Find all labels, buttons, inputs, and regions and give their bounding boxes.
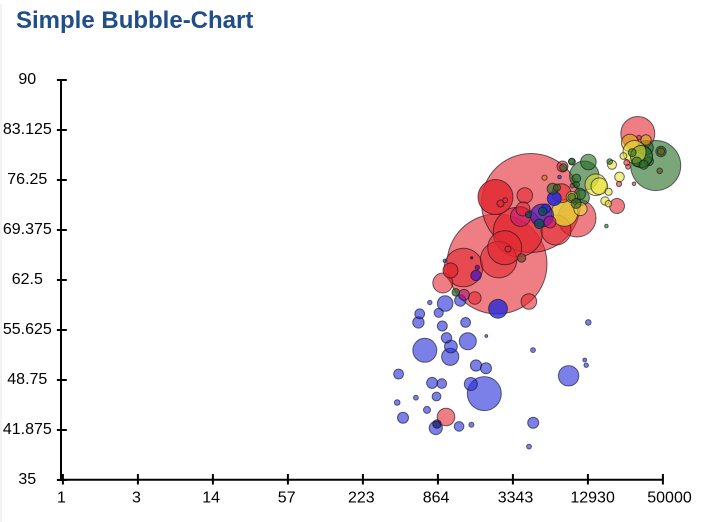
svg-text:69.375: 69.375 <box>3 221 52 238</box>
svg-text:48.75: 48.75 <box>7 371 47 388</box>
svg-text:57: 57 <box>278 490 296 507</box>
svg-text:14: 14 <box>202 490 220 507</box>
svg-text:76.25: 76.25 <box>7 171 47 188</box>
svg-text:223: 223 <box>348 490 375 507</box>
svg-text:1: 1 <box>57 490 66 507</box>
svg-text:55.625: 55.625 <box>3 321 52 338</box>
svg-text:12930: 12930 <box>570 490 615 507</box>
svg-text:35: 35 <box>18 471 36 488</box>
svg-text:62.5: 62.5 <box>12 271 43 288</box>
svg-text:83.125: 83.125 <box>3 121 52 138</box>
svg-text:864: 864 <box>423 490 450 507</box>
svg-text:3: 3 <box>132 490 141 507</box>
svg-text:50000: 50000 <box>647 490 692 507</box>
svg-text:3343: 3343 <box>498 490 534 507</box>
svg-text:41.875: 41.875 <box>3 421 52 438</box>
svg-text:90: 90 <box>18 71 36 88</box>
